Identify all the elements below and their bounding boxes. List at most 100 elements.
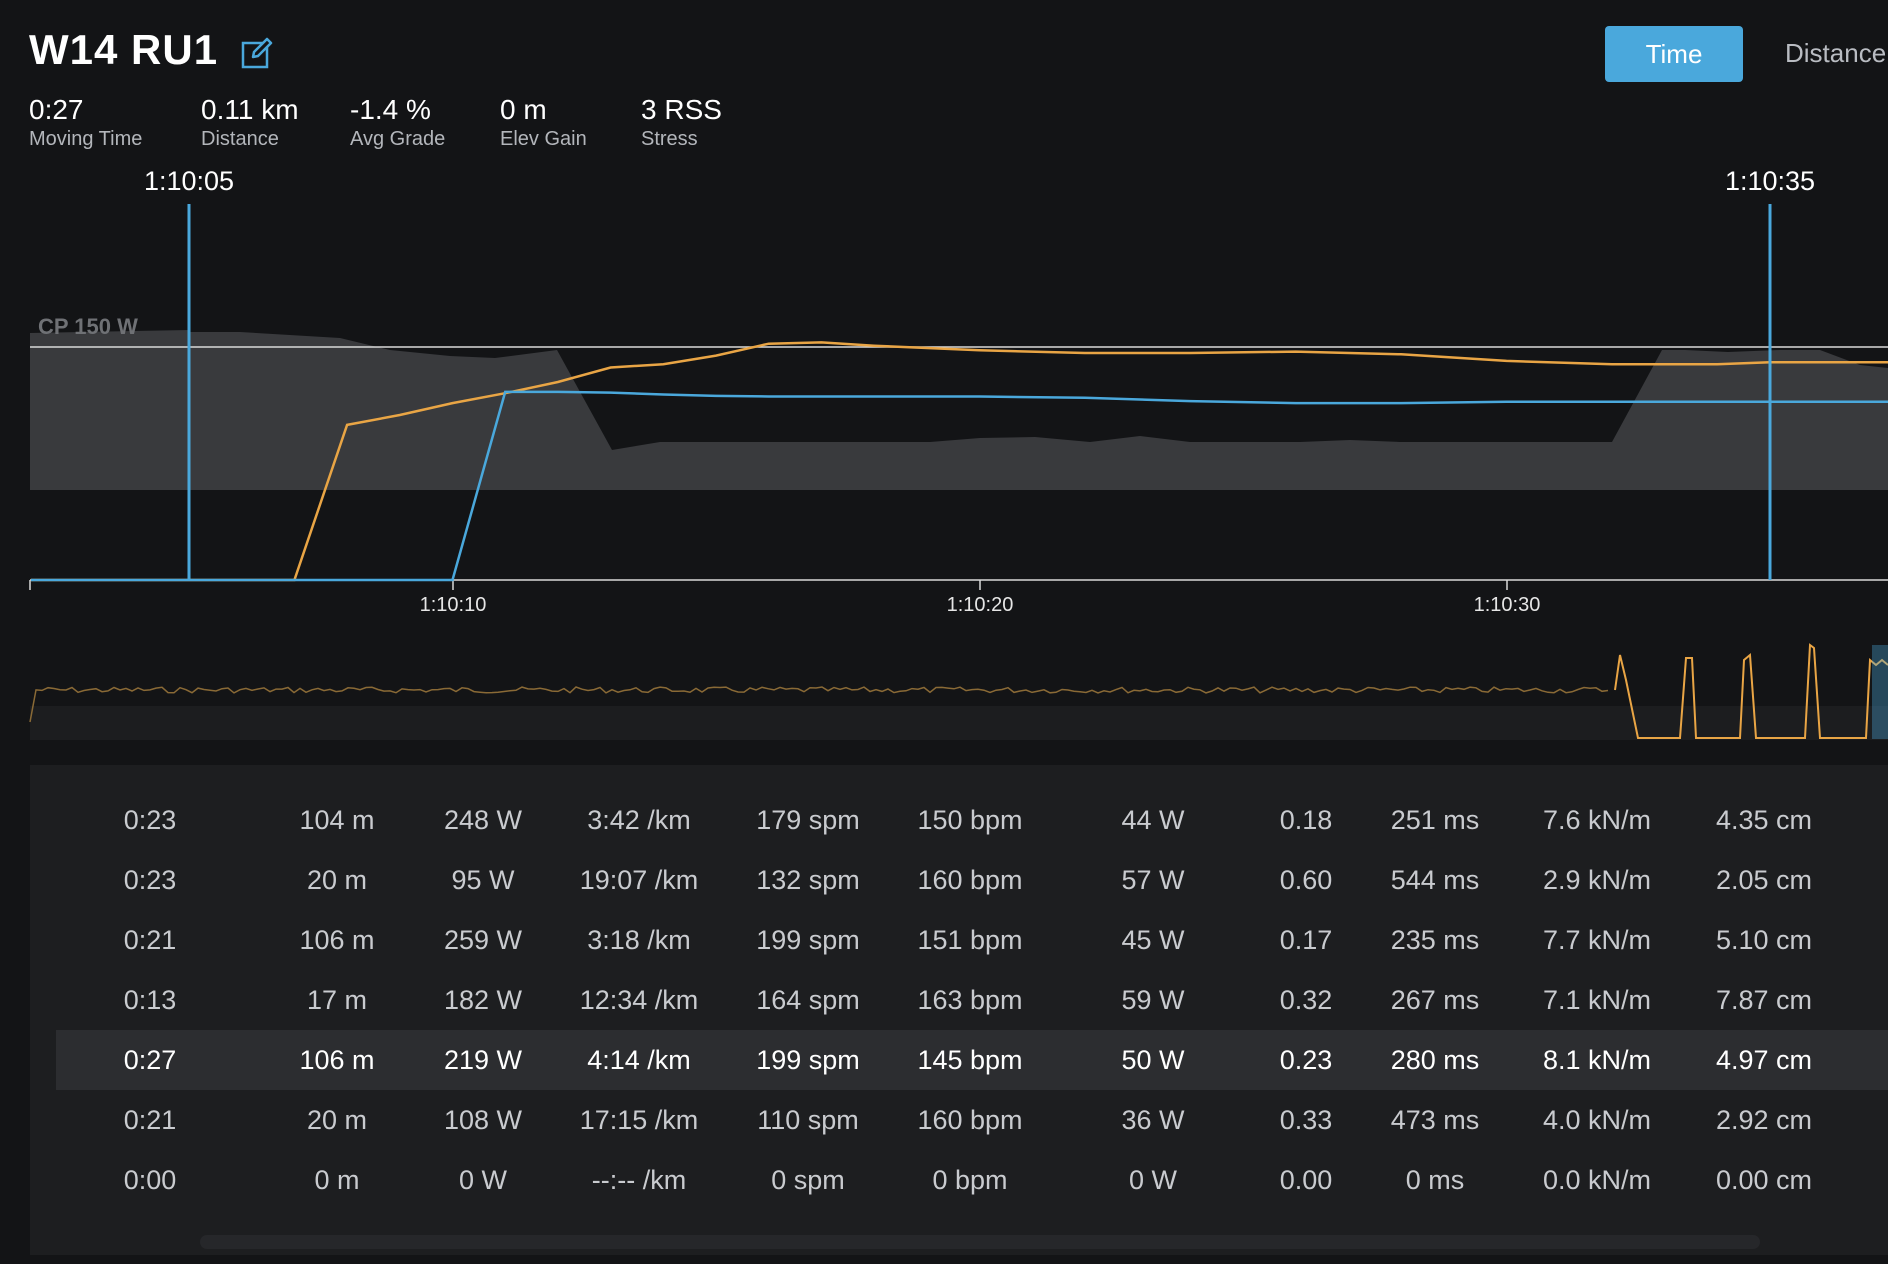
activity-header: W14 RU1 Time Distance 0:27 Moving Time 0…: [0, 0, 1888, 160]
table-cell: 7.7 kN/m: [1542, 925, 1652, 955]
cp-label: CP 150 W: [38, 314, 138, 339]
table-cell: 0 m: [314, 1165, 360, 1195]
x-tick-label: 1:10:20: [947, 594, 1014, 616]
stat-label: Elev Gain: [500, 128, 587, 150]
edit-icon[interactable]: [240, 36, 274, 70]
table-cell: 50 W: [1121, 1045, 1185, 1075]
table-cell: 0.32: [1279, 985, 1333, 1015]
table-cell: --:-- /km: [591, 1165, 687, 1195]
table-cell: 4:14 /km: [587, 1045, 691, 1075]
stat-label: Avg Grade: [350, 128, 446, 150]
table-cell: 0 spm: [771, 1165, 845, 1195]
table-cell: 199 spm: [756, 925, 860, 955]
table-cell: 150 bpm: [917, 805, 1023, 835]
table-cell: 0.00: [1279, 1165, 1333, 1195]
power-area: [30, 330, 1888, 490]
table-cell: 0.00 cm: [1715, 1165, 1813, 1195]
stat-stress: 3 RSS Stress: [641, 94, 722, 151]
table-cell: 12:34 /km: [579, 985, 699, 1015]
table-cell: 19:07 /km: [579, 865, 699, 895]
table-cell: 0:23: [123, 805, 177, 835]
stat-label: Stress: [641, 128, 698, 150]
table-cell: 280 ms: [1390, 1045, 1480, 1075]
table-cell: 104 m: [299, 805, 375, 835]
table-cell: 132 spm: [756, 865, 860, 895]
table-cell: 7.1 kN/m: [1542, 985, 1652, 1015]
table-cell: 3:42 /km: [587, 805, 691, 835]
intervals-table: 0:23 104 m 248 W 3:42 /km 179 spm 150 bpm 44 W…: [30, 765, 1888, 1255]
table-row[interactable]: 0:23 104 m 248 W 3:42 /km 179 spm 150 bpm 44 W…: [56, 790, 1888, 850]
overview-viewport-handle[interactable]: [1872, 645, 1888, 739]
stat-label: Moving Time: [29, 128, 143, 150]
stat-avg-grade: -1.4 % Avg Grade: [350, 94, 445, 151]
table-row[interactable]: 0:27 106 m 219 W 4:14 /km 199 spm 145 bpm 50 W…: [56, 1030, 1888, 1090]
horizontal-scrollbar[interactable]: [200, 1235, 1760, 1249]
table-row[interactable]: 0:00 0 m 0 W --:-- /km 0 spm 0 bpm 0 W 0.00 0 ms…: [56, 1150, 1888, 1210]
table-cell: 2.9 kN/m: [1542, 865, 1652, 895]
table-cell: 0.17: [1279, 925, 1333, 955]
table-cell: 45 W: [1121, 925, 1185, 955]
distance-toggle-button[interactable]: Distance: [1785, 38, 1887, 68]
table-cell: 0:21: [123, 1105, 177, 1135]
table-cell: 251 ms: [1390, 805, 1480, 835]
x-tick-label: 1:10:30: [1474, 594, 1541, 616]
table-cell: 219 W: [443, 1045, 523, 1075]
table-cell: 179 spm: [756, 805, 860, 835]
overview-series-line: [29, 686, 1609, 723]
table-cell: 145 bpm: [917, 1045, 1023, 1075]
table-cell: 95 W: [451, 865, 515, 895]
table-cell: 3:18 /km: [587, 925, 691, 955]
table-cell: 473 ms: [1390, 1105, 1480, 1135]
table-cell: 8.1 kN/m: [1542, 1045, 1652, 1075]
table-cell: 57 W: [1121, 865, 1185, 895]
table-cell: 151 bpm: [917, 925, 1023, 955]
stat-value: 0 m: [500, 94, 547, 125]
table-cell: 110 spm: [757, 1105, 859, 1135]
table-cell: 106 m: [299, 925, 375, 955]
table-cell: 0:00: [123, 1165, 177, 1195]
table-cell: 2.05 cm: [1715, 865, 1813, 895]
stat-value: 0:27: [29, 94, 84, 125]
table-cell: 544 ms: [1390, 865, 1480, 895]
table-cell: 235 ms: [1390, 925, 1480, 955]
stat-label: Distance: [201, 128, 279, 150]
orange-series-line: [30, 341, 1888, 582]
table-cell: 0 bpm: [932, 1165, 1008, 1195]
selection-end-label: 1:10:35: [1725, 166, 1815, 196]
x-tick-label: 1:10:10: [420, 594, 487, 616]
table-cell: 0:21: [123, 925, 177, 955]
table-cell: 7.6 kN/m: [1542, 805, 1652, 835]
stat-value: -1.4 %: [350, 94, 431, 125]
table-row[interactable]: 0:21 20 m 108 W 17:15 /km 110 spm 160 bpm 36 W…: [56, 1090, 1888, 1150]
stat-elev-gain: 0 m Elev Gain: [500, 94, 587, 151]
table-cell: 164 spm: [756, 985, 860, 1015]
table-cell: 108 W: [443, 1105, 523, 1135]
table-cell: 106 m: [299, 1045, 375, 1075]
table-cell: 160 bpm: [917, 1105, 1023, 1135]
table-cell: 0.0 kN/m: [1542, 1165, 1652, 1195]
overview-strip[interactable]: [0, 630, 1888, 740]
table-cell: 0 W: [1128, 1165, 1178, 1195]
table-cell: 17:15 /km: [579, 1105, 699, 1135]
table-cell: 0.18: [1279, 805, 1333, 835]
table-row[interactable]: 0:21 106 m 259 W 3:18 /km 199 spm 151 bpm 45 W…: [56, 910, 1888, 970]
table-cell: 248 W: [443, 805, 523, 835]
activity-title: W14 RU1: [29, 26, 219, 73]
selection-start-label: 1:10:05: [144, 166, 234, 196]
time-toggle-button[interactable]: Time: [1605, 26, 1743, 82]
overview-intervals: [1614, 643, 1888, 739]
stat-value: 3 RSS: [641, 94, 722, 125]
table-cell: 4.0 kN/m: [1542, 1105, 1652, 1135]
table-cell: 0 W: [458, 1165, 508, 1195]
table-row[interactable]: 0:23 20 m 95 W 19:07 /km 132 spm 160 bpm 57 W 0…: [56, 850, 1888, 910]
table-cell: 44 W: [1121, 805, 1185, 835]
main-chart[interactable]: CP 150 W 1:10:10 1:10:20 1:10:30 1:10:05…: [0, 160, 1888, 630]
table-cell: 7.87 cm: [1715, 985, 1813, 1015]
table-cell: 20 m: [306, 865, 368, 895]
table-cell: 160 bpm: [917, 865, 1023, 895]
table-row[interactable]: 0:13 17 m 182 W 12:34 /km 164 spm 163 bpm 59 W…: [56, 970, 1888, 1030]
table-cell: 259 W: [443, 925, 523, 955]
table-cell: 267 ms: [1390, 985, 1480, 1015]
table-cell: 163 bpm: [917, 985, 1023, 1015]
table-cell: 199 spm: [756, 1045, 860, 1075]
